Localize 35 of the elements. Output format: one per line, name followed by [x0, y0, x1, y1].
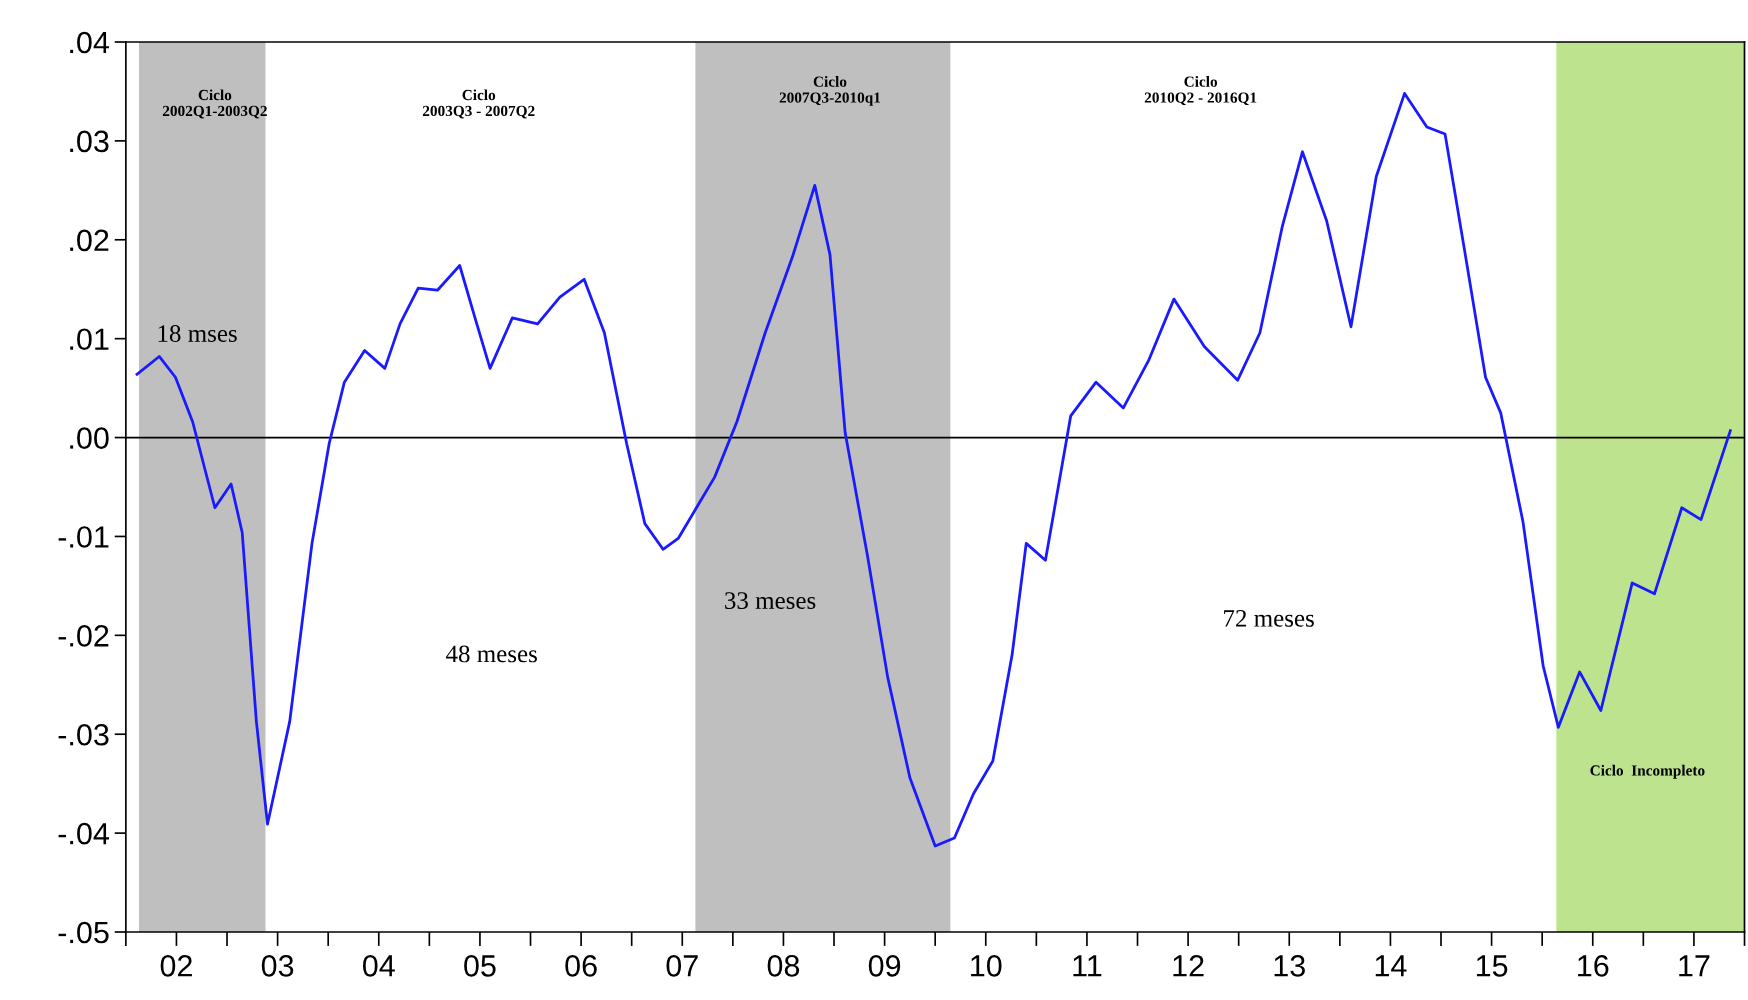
x-tick-label: 15: [1476, 955, 1508, 977]
annotation: 72 meses: [1224, 609, 1314, 627]
annotation: Ciclo 2007Q3-2010q1: [779, 76, 881, 106]
y-tick-label: .03: [70, 130, 109, 153]
annotation: Ciclo 2003Q3 - 2007Q2: [422, 89, 535, 119]
x-tick-label: 05: [464, 955, 496, 977]
x-tick-label: 07: [666, 955, 698, 977]
x-tick-label: 11: [1073, 955, 1102, 977]
annotation: 33 meses: [725, 592, 816, 609]
annotation: 18 mses: [158, 325, 237, 342]
x-tick-label: 08: [767, 955, 800, 977]
y-tick-label: .04: [70, 31, 109, 54]
annotation: 48 meses: [445, 645, 537, 663]
x-tick-label: 02: [160, 955, 192, 977]
x-tick-label: 04: [362, 955, 395, 977]
x-tick-label: 17: [1679, 955, 1710, 977]
y-tick-label: -.02: [58, 625, 109, 647]
y-tick-label: .02: [70, 229, 109, 252]
x-tick-label: 12: [1173, 955, 1204, 977]
x-tick-label: 10: [971, 955, 1002, 977]
x-tick-label: 06: [565, 955, 597, 977]
annotation: Ciclo 2002Q1-2003Q2: [162, 89, 267, 119]
y-tick-label: .00: [70, 427, 109, 449]
annotation: Ciclo Incompleto: [1590, 764, 1705, 779]
y-tick-label: .01: [70, 328, 109, 351]
x-tick-label: 14: [1375, 955, 1407, 977]
y-tick-label: -.05: [58, 921, 109, 944]
y-tick-label: -.03: [58, 723, 109, 746]
y-tick-label: -.04: [58, 822, 109, 845]
y-tick-label: -.01: [58, 526, 109, 548]
x-tick-label: 13: [1274, 955, 1305, 977]
x-tick-label: 16: [1578, 955, 1609, 977]
x-tick-label: 03: [261, 955, 294, 977]
annotation: Ciclo 2010Q2 - 2016Q1: [1144, 76, 1257, 106]
x-tick-label: 09: [868, 955, 901, 977]
